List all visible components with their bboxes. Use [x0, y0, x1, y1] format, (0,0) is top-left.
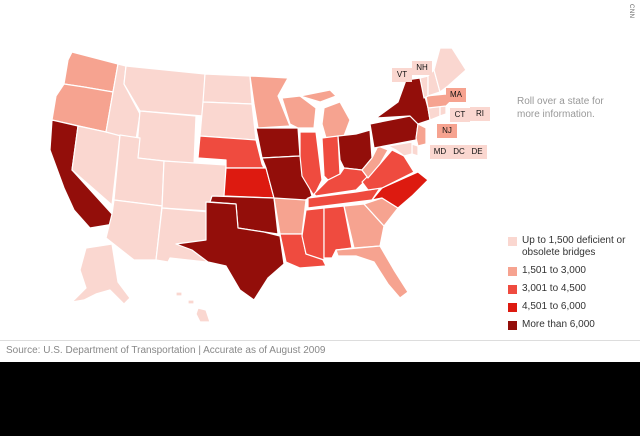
state-mn[interactable]	[249, 75, 291, 129]
state-sd[interactable]	[199, 101, 257, 141]
state-nd[interactable]	[202, 73, 253, 105]
legend-label: Up to 1,500 deficient or obsolete bridge…	[522, 235, 626, 258]
legend-swatch	[508, 237, 517, 246]
small-state-label-de[interactable]: DE	[467, 145, 487, 159]
state-hi[interactable]	[175, 291, 211, 323]
state-il[interactable]	[299, 131, 323, 197]
state-in[interactable]	[321, 135, 341, 181]
legend-label: 3,001 to 4,500	[522, 283, 586, 294]
legend-swatch	[508, 321, 517, 330]
legend-swatch	[508, 285, 517, 294]
legend-label: 4,501 to 6,000	[522, 301, 586, 312]
legend-item: More than 6,000	[508, 319, 638, 331]
source-note: Source: U.S. Department of Transportatio…	[6, 345, 326, 356]
legend-item: 1,501 to 3,000	[508, 265, 638, 277]
small-state-label-ma[interactable]: MA	[446, 88, 466, 102]
state-az[interactable]	[105, 199, 163, 261]
small-state-label-nh[interactable]: NH	[412, 61, 432, 75]
state-ma[interactable]	[425, 93, 453, 109]
legend-label: 1,501 to 3,000	[522, 265, 586, 276]
small-state-label-ri[interactable]: RI	[470, 107, 490, 121]
state-ak[interactable]	[71, 243, 131, 305]
state-nj[interactable]	[415, 123, 427, 147]
legend: Up to 1,500 deficient or obsolete bridge…	[508, 235, 638, 337]
small-state-label-dc[interactable]: DC	[449, 145, 469, 159]
legend-item: 4,501 to 6,000	[508, 301, 638, 313]
legend-item: 3,001 to 4,500	[508, 283, 638, 295]
state-tx[interactable]	[175, 201, 285, 301]
state-fl[interactable]	[335, 245, 409, 299]
state-ks[interactable]	[223, 167, 275, 199]
map-panel: CNN	[0, 0, 640, 362]
bottom-bar	[0, 362, 640, 436]
state-tn[interactable]	[307, 187, 381, 209]
small-state-label-vt[interactable]: VT	[392, 68, 412, 82]
us-map	[49, 47, 467, 323]
state-de[interactable]	[411, 143, 419, 157]
state-ri[interactable]	[439, 105, 447, 117]
state-me[interactable]	[433, 47, 467, 93]
state-ne[interactable]	[197, 135, 265, 169]
legend-label: More than 6,000	[522, 319, 595, 330]
state-ms[interactable]	[301, 207, 325, 261]
state-wy[interactable]	[135, 110, 197, 165]
instructions-text: Roll over a state for more information.	[517, 96, 604, 120]
legend-swatch	[508, 267, 517, 276]
brand-logo: CNN	[628, 4, 634, 19]
legend-item: Up to 1,500 deficient or obsolete bridge…	[508, 235, 638, 259]
state-ar[interactable]	[273, 197, 307, 235]
state-md[interactable]	[387, 141, 413, 157]
legend-swatch	[508, 303, 517, 312]
state-ia[interactable]	[255, 127, 301, 159]
source-divider	[0, 340, 640, 341]
small-state-label-ct[interactable]: CT	[450, 108, 470, 122]
small-state-label-md[interactable]: MD	[430, 145, 450, 159]
small-state-label-nj[interactable]: NJ	[437, 124, 457, 138]
state-wv[interactable]	[361, 145, 389, 179]
